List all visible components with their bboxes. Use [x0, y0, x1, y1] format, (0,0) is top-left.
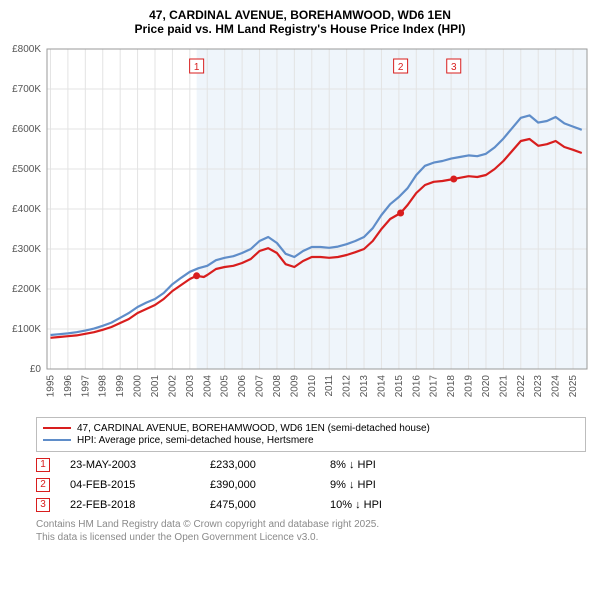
- svg-text:£0: £0: [30, 364, 42, 375]
- svg-text:2009: 2009: [289, 374, 300, 397]
- svg-text:1999: 1999: [115, 374, 126, 397]
- legend-row: 47, CARDINAL AVENUE, BOREHAMWOOD, WD6 1E…: [43, 423, 579, 434]
- svg-text:2010: 2010: [307, 374, 318, 397]
- svg-text:£100K: £100K: [12, 324, 41, 335]
- svg-text:£500K: £500K: [12, 164, 41, 175]
- sale-row: 1 23-MAY-2003 £233,000 8% ↓ HPI: [36, 458, 586, 472]
- svg-text:2012: 2012: [342, 374, 353, 397]
- svg-text:2000: 2000: [133, 374, 144, 397]
- svg-text:2001: 2001: [150, 374, 161, 397]
- legend-swatch: [43, 439, 71, 441]
- svg-text:2005: 2005: [220, 374, 231, 397]
- svg-text:2002: 2002: [167, 374, 178, 397]
- svg-text:2024: 2024: [551, 374, 562, 397]
- sale-price: £233,000: [210, 459, 310, 471]
- svg-text:£800K: £800K: [12, 44, 41, 55]
- svg-text:3: 3: [451, 62, 457, 73]
- legend: 47, CARDINAL AVENUE, BOREHAMWOOD, WD6 1E…: [36, 417, 586, 452]
- sale-marker-box: 3: [36, 498, 50, 512]
- sale-diff: 10% ↓ HPI: [330, 499, 450, 511]
- svg-text:2: 2: [398, 62, 404, 73]
- svg-text:2017: 2017: [429, 374, 440, 397]
- sale-price: £390,000: [210, 479, 310, 491]
- title-line2: Price paid vs. HM Land Registry's House …: [4, 22, 596, 36]
- sale-diff: 9% ↓ HPI: [330, 479, 450, 491]
- svg-text:£400K: £400K: [12, 204, 41, 215]
- copyright: Contains HM Land Registry data © Crown c…: [36, 518, 586, 544]
- sales-table: 1 23-MAY-2003 £233,000 8% ↓ HPI 2 04-FEB-2015…: [36, 458, 586, 512]
- sale-price: £475,000: [210, 499, 310, 511]
- sale-row: 3 22-FEB-2018 £475,000 10% ↓ HPI: [36, 498, 586, 512]
- svg-text:2013: 2013: [359, 374, 370, 397]
- svg-text:£200K: £200K: [12, 284, 41, 295]
- svg-text:2016: 2016: [411, 374, 422, 397]
- sale-diff: 8% ↓ HPI: [330, 459, 450, 471]
- svg-text:£300K: £300K: [12, 244, 41, 255]
- title-line1: 47, CARDINAL AVENUE, BOREHAMWOOD, WD6 1E…: [4, 8, 596, 22]
- svg-text:2023: 2023: [533, 374, 544, 397]
- svg-text:2006: 2006: [237, 374, 248, 397]
- svg-text:2021: 2021: [498, 374, 509, 397]
- svg-text:2018: 2018: [446, 374, 457, 397]
- copyright-line2: This data is licensed under the Open Gov…: [36, 531, 586, 544]
- legend-row: HPI: Average price, semi-detached house,…: [43, 435, 579, 446]
- sale-date: 22-FEB-2018: [70, 499, 190, 511]
- sale-date: 23-MAY-2003: [70, 459, 190, 471]
- svg-text:£600K: £600K: [12, 124, 41, 135]
- svg-text:2020: 2020: [481, 374, 492, 397]
- svg-text:2008: 2008: [272, 374, 283, 397]
- svg-text:2025: 2025: [568, 374, 579, 397]
- price-chart: £0 £100K £200K £300K £400K £500K £600K £700K £80…: [5, 41, 595, 411]
- sale-marker-box: 2: [36, 478, 50, 492]
- sale-row: 2 04-FEB-2015 £390,000 9% ↓ HPI: [36, 478, 586, 492]
- svg-text:1997: 1997: [80, 374, 91, 397]
- legend-label: 47, CARDINAL AVENUE, BOREHAMWOOD, WD6 1E…: [77, 423, 430, 434]
- svg-text:2014: 2014: [376, 374, 387, 397]
- chart-title: 47, CARDINAL AVENUE, BOREHAMWOOD, WD6 1E…: [4, 8, 596, 37]
- copyright-line1: Contains HM Land Registry data © Crown c…: [36, 518, 586, 531]
- svg-text:2004: 2004: [202, 374, 213, 397]
- svg-text:2019: 2019: [464, 374, 475, 397]
- svg-text:2022: 2022: [516, 374, 527, 397]
- legend-swatch: [43, 427, 71, 429]
- sale-marker-box: 1: [36, 458, 50, 472]
- svg-text:2015: 2015: [394, 374, 405, 397]
- svg-text:1998: 1998: [98, 374, 109, 397]
- svg-text:1: 1: [194, 62, 200, 73]
- svg-text:£700K: £700K: [12, 84, 41, 95]
- chart-svg: £0 £100K £200K £300K £400K £500K £600K £700K £80…: [5, 41, 595, 411]
- svg-text:2007: 2007: [255, 374, 266, 397]
- svg-text:2003: 2003: [185, 374, 196, 397]
- svg-text:2011: 2011: [324, 374, 335, 396]
- svg-text:1996: 1996: [63, 374, 74, 397]
- sale-date: 04-FEB-2015: [70, 479, 190, 491]
- svg-text:1995: 1995: [45, 374, 56, 397]
- legend-label: HPI: Average price, semi-detached house,…: [77, 435, 314, 446]
